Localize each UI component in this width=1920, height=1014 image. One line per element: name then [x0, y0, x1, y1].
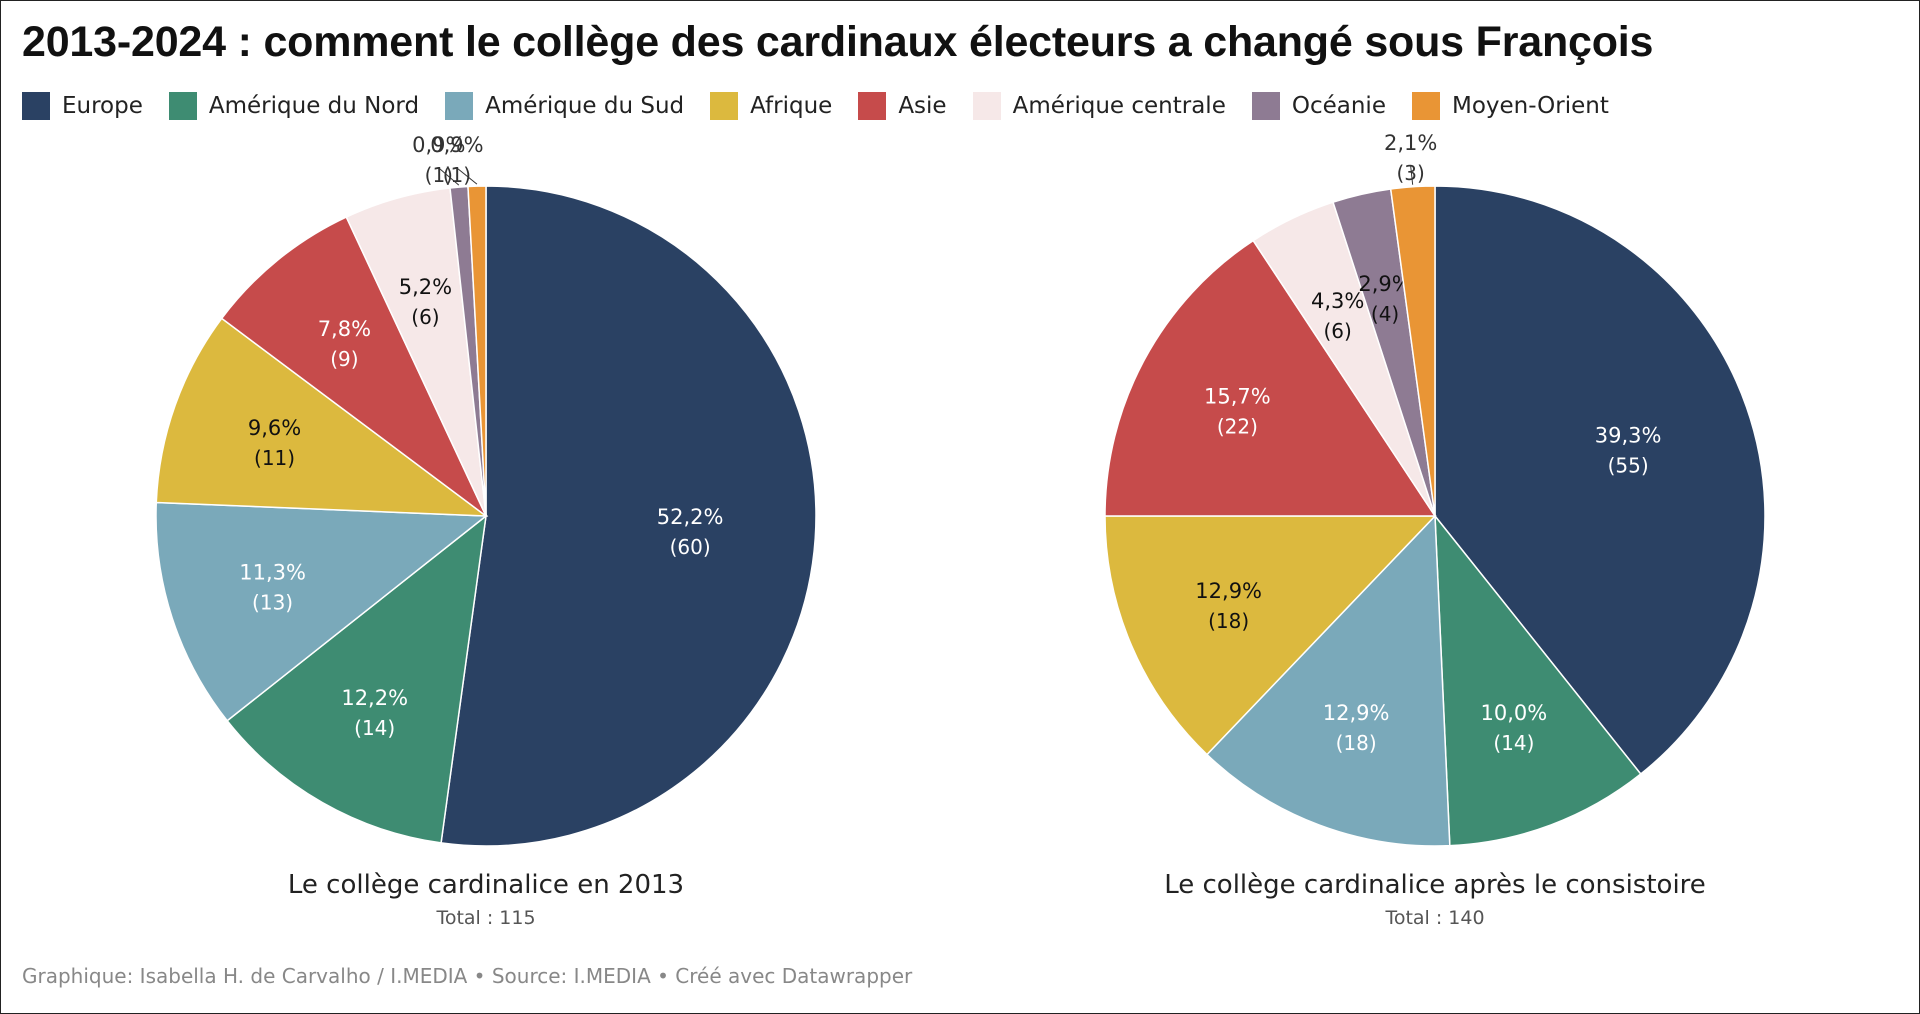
slice-count-europe: (55)	[1608, 453, 1649, 477]
pie-title-1: Le collège cardinalice en 2013	[288, 870, 684, 900]
slice-label-europe: 39,3%	[1595, 423, 1662, 447]
slice-count-amerique-du-nord: (14)	[1493, 731, 1534, 755]
slice-label-amerique-du-sud: 11,3%	[239, 560, 306, 584]
legend-label-asie: Asie	[898, 93, 947, 119]
slice-count-amerique-du-nord: (14)	[354, 716, 395, 740]
pie-slice-asie	[1104, 239, 1437, 517]
slice-count-moyen-orient: (3)	[1396, 161, 1424, 185]
legend-item-amerique-du-sud: Amérique du Sud	[445, 92, 684, 120]
legend-item-moyen-orient: Moyen-Orient	[1411, 92, 1609, 120]
legend-item-oceanie: Océanie	[1251, 92, 1386, 120]
pie-slice-amerique-du-sud	[155, 501, 489, 722]
legend-swatch-oceanie	[1251, 92, 1280, 120]
pie-chart-2: 39,3% (55) 10,0% (14) 12,9% (18) 12,9% (18) 15,7…	[1104, 131, 1766, 929]
legend-item-europe: Europe	[22, 92, 143, 120]
leader-line-moyen-orient	[1410, 165, 1414, 185]
legend-label-amerique-du-sud: Amérique du Sud	[485, 93, 685, 119]
legend-item-amerique-centrale: Amérique centrale	[972, 92, 1226, 120]
slice-count-afrique: (11)	[254, 446, 295, 470]
slice-count-amerique-du-sud: (18)	[1336, 731, 1377, 755]
legend-item-asie: Asie	[858, 92, 947, 120]
legend-swatch-asie	[858, 92, 887, 120]
slice-label-oceanie: 0,9%	[412, 133, 465, 157]
legend-label-moyen-orient: Moyen-Orient	[1451, 93, 1609, 119]
pie-slice-europe	[1434, 185, 1766, 776]
pie-subtitle-1: Total : 115	[435, 907, 535, 929]
chart-title: 2013-2024 : comment le collège des cardi…	[22, 18, 1654, 66]
slice-label-amerique-du-nord: 12,2%	[341, 686, 408, 710]
leader-line-moyen-orient	[456, 167, 478, 185]
slice-count-europe: (60)	[670, 535, 711, 559]
legend-swatch-amerique-du-nord	[168, 92, 197, 120]
slice-label-moyen-orient: 0,9%	[430, 133, 483, 157]
slice-count-oceanie: (4)	[1371, 302, 1399, 326]
slice-label-amerique-centrale: 4,3%	[1311, 289, 1364, 313]
slice-count-asie: (22)	[1217, 415, 1258, 439]
legend-item-afrique: Afrique	[710, 92, 832, 120]
slice-label-asie: 15,7%	[1204, 385, 1271, 409]
leader-line-oceanie	[438, 167, 460, 186]
pie-slice-afrique	[1104, 515, 1437, 756]
slice-count-oceanie: (1)	[425, 163, 453, 187]
legend-swatch-moyen-orient	[1411, 92, 1440, 120]
pie-slice-europe	[440, 185, 817, 847]
slice-label-europe: 52,2%	[657, 505, 724, 529]
slice-label-afrique: 9,6%	[248, 416, 301, 440]
slice-label-amerique-du-nord: 10,0%	[1480, 701, 1547, 725]
slice-label-asie: 7,8%	[318, 317, 371, 341]
slice-label-amerique-centrale: 5,2%	[399, 275, 452, 299]
pie-slice-asie	[220, 216, 487, 517]
pie-subtitle-2: Total : 140	[1384, 907, 1484, 929]
legend-label-amerique-centrale: Amérique centrale	[1012, 93, 1226, 119]
slice-count-amerique-centrale: (6)	[1323, 319, 1351, 343]
legend-swatch-amerique-du-sud	[445, 92, 474, 120]
pie-slice-afrique	[155, 317, 489, 517]
pie-slice-moyen-orient	[1389, 185, 1436, 517]
slice-label-afrique: 12,9%	[1195, 579, 1262, 603]
legend-label-amerique-du-nord: Amérique du Nord	[208, 93, 420, 119]
pie-title-2: Le collège cardinalice après le consisto…	[1164, 870, 1706, 900]
slice-count-amerique-du-sud: (13)	[252, 590, 293, 614]
slice-count-moyen-orient: (1)	[443, 163, 471, 187]
pie-slice-moyen-orient	[467, 185, 487, 517]
pie-chart-1: 52,2% (60) 12,2% (14) 11,3% (13) 9,6% (11) 7,8% (…	[155, 133, 817, 929]
pie-slice-amerique-du-sud	[1205, 514, 1451, 847]
chart-footer: Graphique: Isabella H. de Carvalho / I.M…	[22, 964, 913, 988]
legend-swatch-afrique	[710, 92, 739, 120]
legend-label-europe: Europe	[62, 93, 143, 119]
slice-count-asie: (9)	[330, 347, 358, 371]
slice-count-afrique: (18)	[1208, 609, 1249, 633]
legend-swatch-europe	[22, 92, 50, 120]
slice-label-moyen-orient: 2,1%	[1384, 131, 1437, 155]
pie-slice-amerique-du-nord	[226, 514, 487, 844]
legend-swatch-amerique-centrale	[972, 92, 1001, 120]
pie-slice-amerique-du-nord	[1434, 513, 1642, 847]
legend-item-amerique-du-nord: Amérique du Nord	[168, 92, 420, 120]
slice-count-amerique-centrale: (6)	[411, 305, 439, 329]
legend: Europe Amérique du Nord Amérique du Sud …	[22, 92, 1635, 120]
slice-label-amerique-du-sud: 12,9%	[1323, 701, 1390, 725]
legend-label-afrique: Afrique	[750, 93, 833, 119]
legend-label-oceanie: Océanie	[1291, 93, 1386, 119]
